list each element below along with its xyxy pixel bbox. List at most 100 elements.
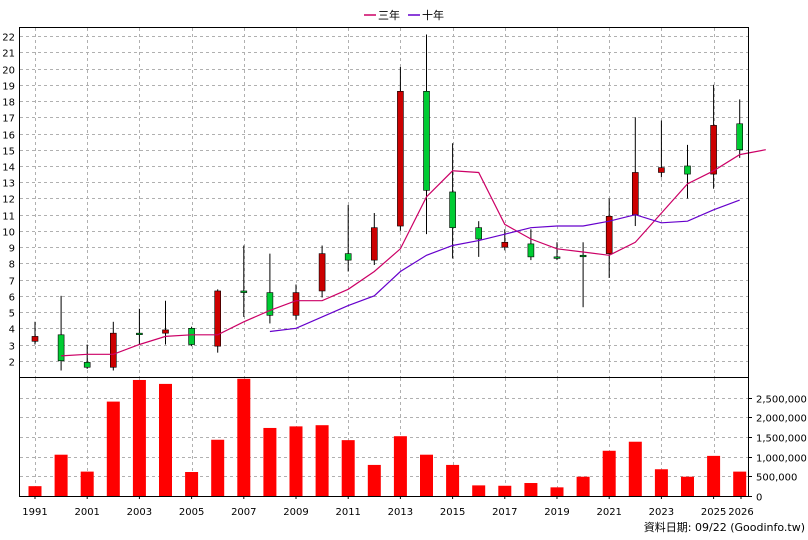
x-tick-label: 2011 <box>335 507 360 518</box>
candlesticks <box>31 34 744 371</box>
volume-bar <box>263 427 277 496</box>
candle-body <box>710 125 717 175</box>
volume-bar <box>211 439 225 496</box>
ma3-line <box>61 149 766 357</box>
volume-bar <box>132 379 146 496</box>
candle-body <box>684 165 691 175</box>
candle-body <box>214 290 221 347</box>
x-tick-label: 2009 <box>283 507 308 518</box>
candle-body <box>162 329 169 334</box>
volume-bar <box>289 426 303 496</box>
price-tick-label: 4 <box>9 325 15 336</box>
volume-bar <box>602 450 616 496</box>
price-tick-label: 3 <box>9 342 15 353</box>
volume-bar <box>654 469 668 496</box>
volume-tick-label: 500,000 <box>756 473 797 484</box>
candle-body <box>658 167 665 173</box>
price-tick-label: 12 <box>2 195 15 206</box>
price-tick-label: 20 <box>2 66 15 77</box>
volume-bars <box>28 378 747 496</box>
price-tick-label: 21 <box>2 49 15 60</box>
volume-bar <box>159 383 172 496</box>
volume-bar <box>446 464 460 496</box>
candle-body <box>605 215 613 254</box>
price-tick-label: 6 <box>9 293 15 304</box>
price-tick-label: 9 <box>9 244 15 255</box>
x-tick-label: 2019 <box>544 507 569 518</box>
x-tick-label: 2001 <box>74 507 99 518</box>
volume-bar <box>54 454 68 496</box>
candle-body <box>527 243 535 258</box>
volume-axis: 0 500,000 1,000,000 1,500,000 2,000,000 2,500… <box>748 395 807 504</box>
price-tick-label: 7 <box>9 277 15 288</box>
candle-body <box>449 191 456 228</box>
candle-body <box>736 123 744 151</box>
volume-bar <box>80 471 94 496</box>
x-tick-label: 2003 <box>127 507 152 518</box>
volume-bar <box>733 471 747 496</box>
volume-tick-label: 2,500,000 <box>756 395 807 406</box>
x-tick-label: 2025 <box>701 507 726 518</box>
volume-bar <box>237 378 251 496</box>
legend-ma3-label: 三年 <box>378 8 400 22</box>
candle-body <box>553 256 561 259</box>
price-tick-label: 17 <box>2 114 15 125</box>
volume-bar <box>681 476 694 496</box>
candle-body <box>57 334 65 362</box>
volume-bar <box>498 485 512 496</box>
candle-body <box>240 290 248 293</box>
candle-body <box>188 328 195 345</box>
candle-body <box>579 254 587 258</box>
volume-tick-label: 2,000,000 <box>756 414 807 425</box>
price-tick-label: 22 <box>2 33 15 44</box>
legend: 三年 十年 <box>364 8 444 22</box>
candle-body <box>370 227 378 261</box>
price-axis: 2 3 4 5 6 7 8 9 10 11 12 13 14 15 16 17 18 19 20 21 22 <box>2 33 15 369</box>
legend-ma10-label: 十年 <box>422 8 444 22</box>
price-tick-label: 16 <box>2 131 15 142</box>
moving-average-lines <box>61 149 766 357</box>
volume-bar <box>420 454 433 496</box>
x-tick-label: 1991 <box>22 507 47 518</box>
footer-source: 資料日期: 09/22 (Goodinfo.tw) <box>644 520 805 534</box>
volume-bar <box>341 440 355 496</box>
price-tick-label: 13 <box>2 179 15 190</box>
volume-panel-frame <box>19 377 749 497</box>
price-tick-label: 14 <box>2 163 15 174</box>
price-tick-label: 19 <box>2 82 15 93</box>
price-tick-label: 10 <box>2 228 15 239</box>
candle-body <box>501 241 509 248</box>
candle-body <box>397 91 404 227</box>
candle-body <box>631 172 639 215</box>
price-grid <box>20 28 748 377</box>
candle-body <box>423 91 430 191</box>
volume-bar <box>28 486 42 496</box>
candle-body <box>318 253 326 292</box>
x-tick-label: 2015 <box>440 507 465 518</box>
price-tick-label: 5 <box>9 309 15 320</box>
volume-bar <box>472 485 486 496</box>
volume-bar <box>393 436 407 496</box>
volume-bar <box>524 483 538 496</box>
volume-bar <box>106 401 120 496</box>
price-tick-label: 11 <box>2 212 15 223</box>
x-tick-label: 2023 <box>649 507 674 518</box>
volume-bar <box>315 425 329 496</box>
candle-body <box>31 336 39 342</box>
candle-body <box>292 292 300 316</box>
ma10-line <box>269 199 740 333</box>
candle-body <box>110 332 117 368</box>
candle-body <box>136 332 143 335</box>
x-tick-label: 2007 <box>231 507 256 518</box>
price-tick-label: 8 <box>9 260 15 271</box>
volume-bar <box>576 476 590 496</box>
volume-bar <box>185 472 199 496</box>
x-tick-label: 2026 <box>728 507 753 518</box>
price-panel-frame <box>19 27 749 378</box>
price-tick-label: 2 <box>9 358 15 369</box>
price-tick-label: 18 <box>2 98 15 109</box>
volume-bar <box>707 455 721 496</box>
x-tick-label: 2021 <box>596 507 621 518</box>
volume-tick-label: 0 <box>756 493 762 504</box>
